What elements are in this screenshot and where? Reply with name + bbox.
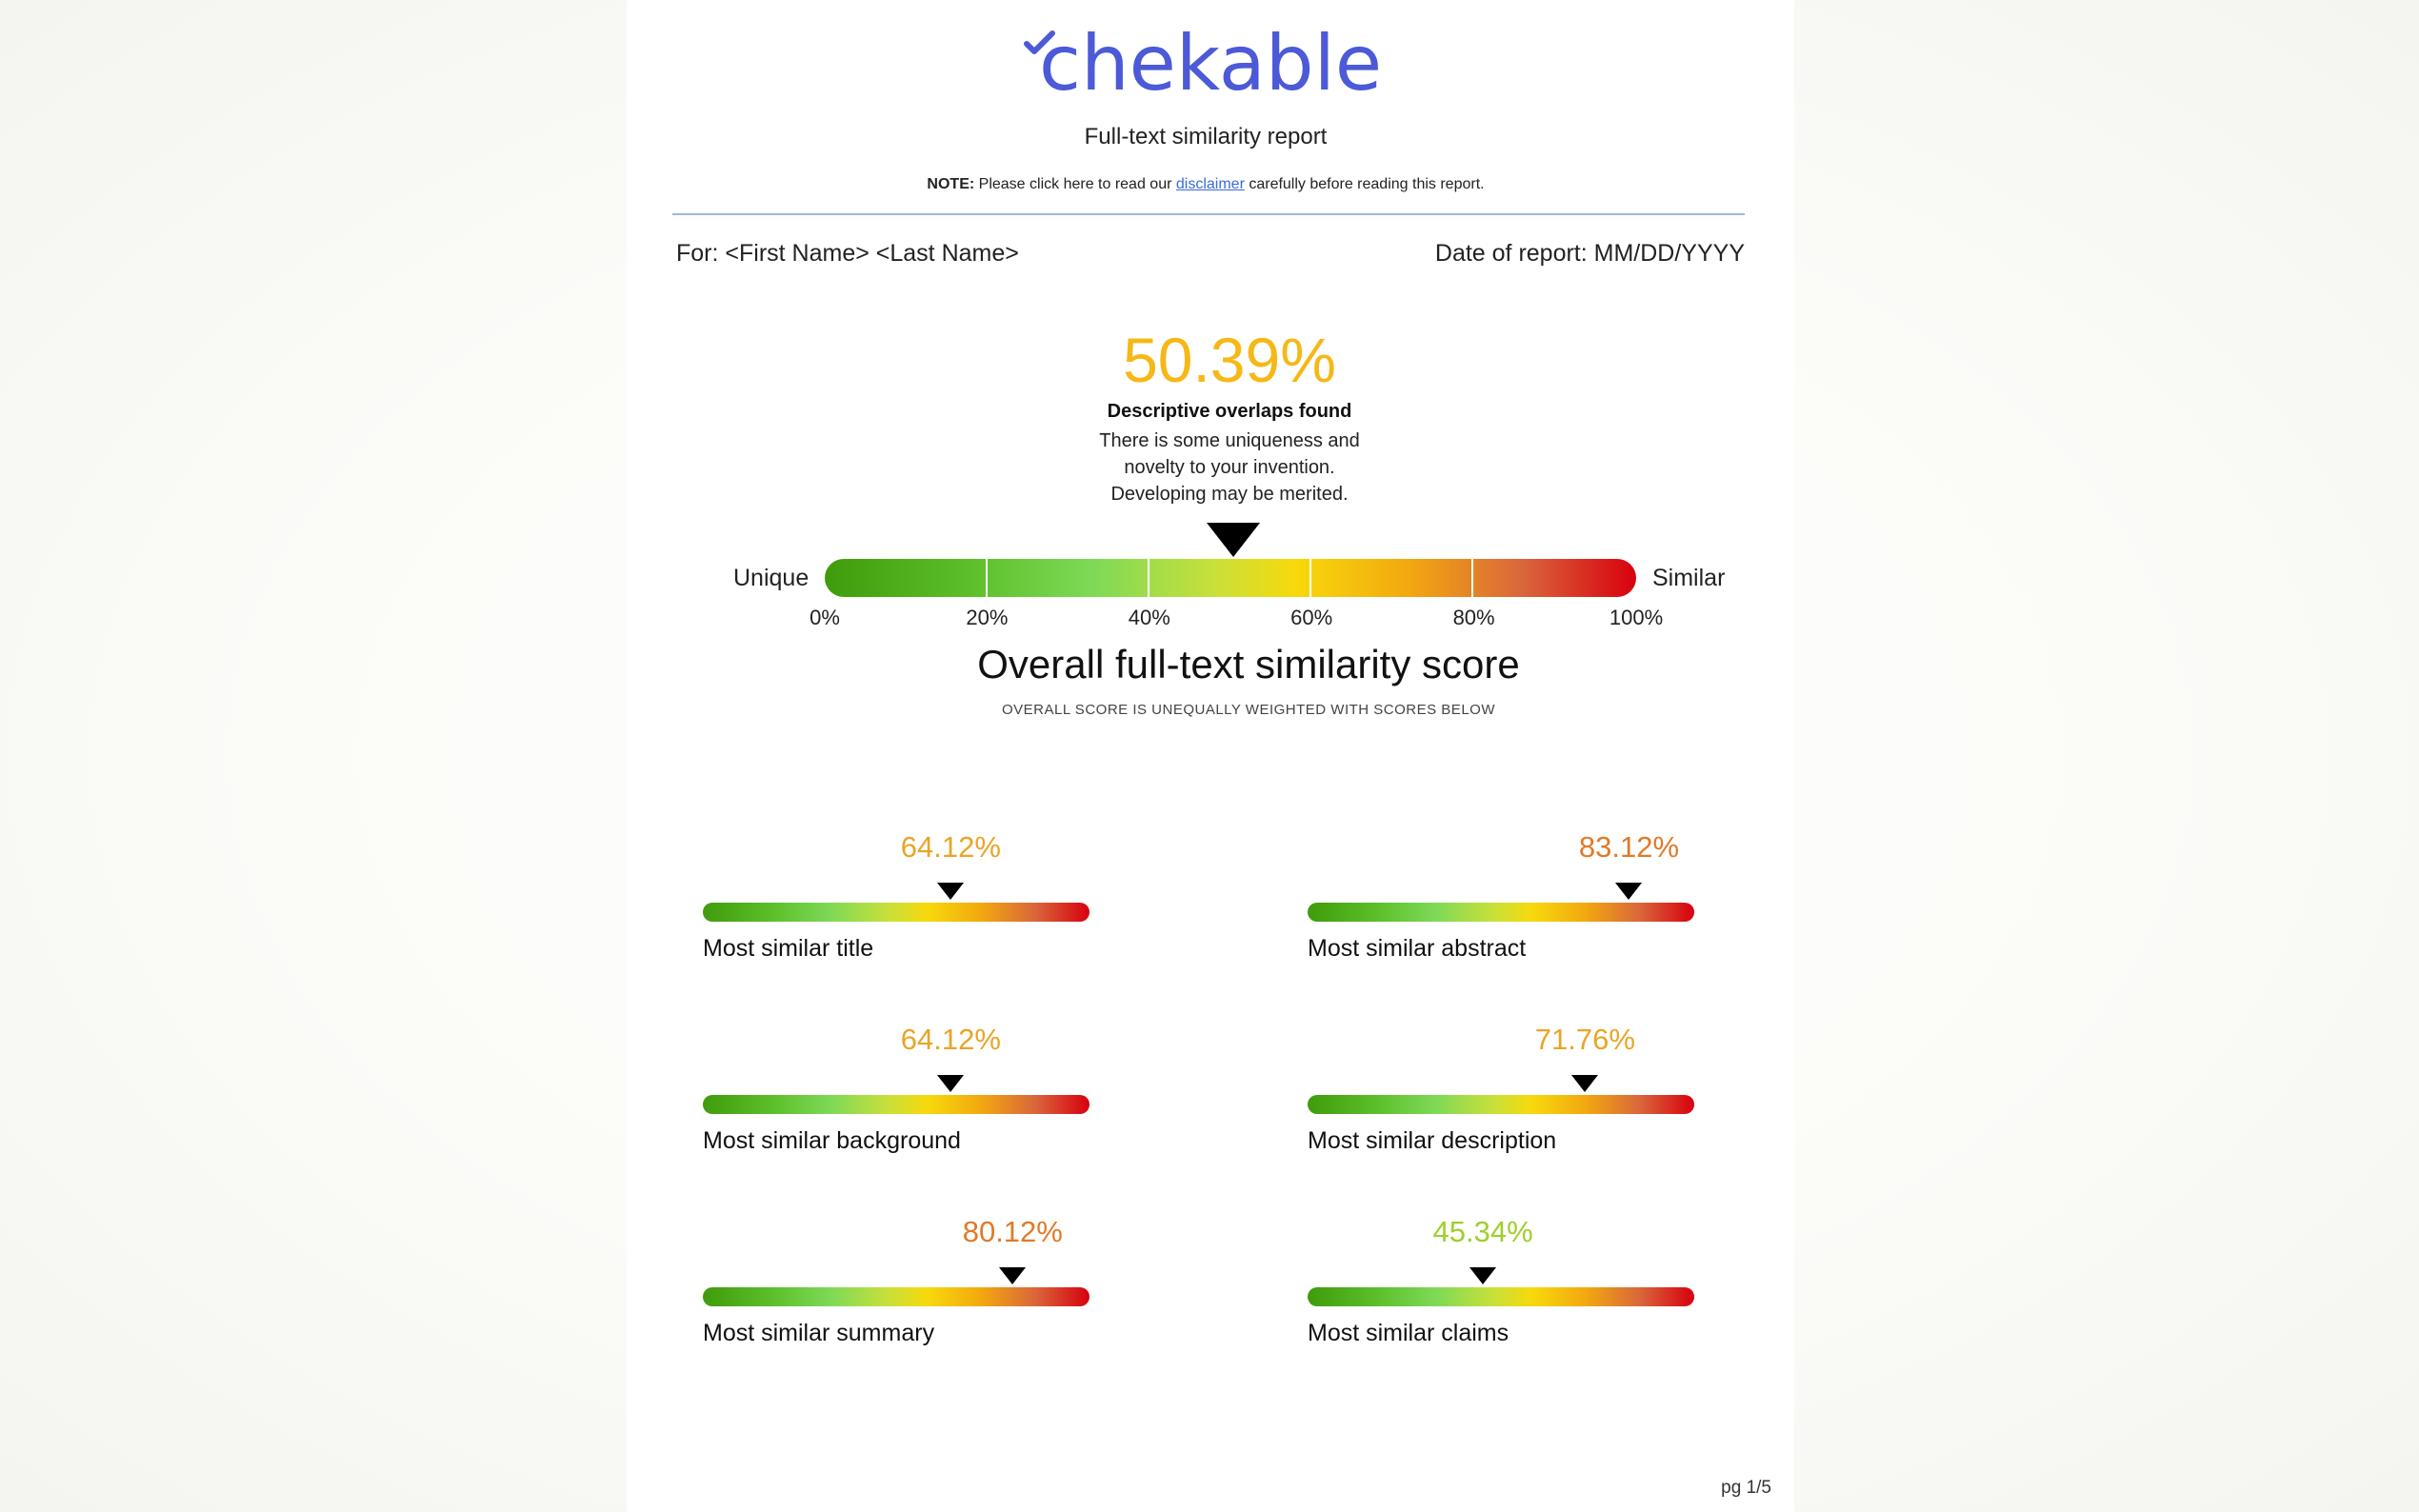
- metric-marker: [937, 883, 964, 900]
- metric-label: Most similar background: [703, 1127, 961, 1155]
- metric-summary: 80.12% Most similar summary: [703, 1215, 1090, 1367]
- overall-score-marker: [1207, 523, 1260, 557]
- tick-label: 60%: [1290, 606, 1332, 630]
- header-divider: [672, 213, 1745, 215]
- note-label: NOTE:: [927, 176, 974, 192]
- unique-label: Unique: [733, 565, 809, 592]
- checkmark-icon: [1024, 30, 1058, 59]
- metric-marker: [1571, 1075, 1598, 1092]
- metric-value: 83.12%: [1579, 830, 1679, 865]
- overall-score-subtitle: OVERALL SCORE IS UNEQUALLY WEIGHTED WITH…: [627, 702, 1870, 718]
- metric-value: 64.12%: [901, 830, 1001, 865]
- disclaimer-link[interactable]: disclaimer: [1176, 176, 1245, 192]
- metric-value: 80.12%: [963, 1215, 1063, 1249]
- description-line: novelty to your invention.: [627, 454, 1832, 481]
- overall-score-description: There is some uniqueness and novelty to …: [627, 428, 1832, 507]
- bar-divider: [1148, 559, 1150, 597]
- description-line: Developing may be merited.: [627, 481, 1832, 507]
- report-page: chekable Full-text similarity report NOT…: [627, 0, 1794, 1512]
- tick-label: 80%: [1453, 606, 1495, 630]
- tick-label: 0%: [810, 606, 840, 630]
- overall-score-value: 50.39%: [627, 324, 1832, 396]
- report-date: Date of report: MM/DD/YYYY: [1435, 240, 1745, 268]
- description-line: There is some uniqueness and: [627, 428, 1832, 454]
- page-number: pg 1/5: [1721, 1478, 1771, 1499]
- overall-score-heading: Descriptive overlaps found: [627, 401, 1832, 423]
- metric-claims: 45.34% Most similar claims: [1308, 1215, 1694, 1367]
- metric-bar: [1308, 1287, 1694, 1306]
- metric-bar: [703, 1287, 1090, 1306]
- logo: chekable: [627, 21, 1794, 107]
- metric-bar: [703, 903, 1090, 922]
- tick-label: 100%: [1609, 606, 1663, 630]
- metric-marker: [937, 1075, 964, 1092]
- bar-divider: [1309, 559, 1311, 597]
- tick-label: 40%: [1129, 606, 1170, 630]
- tick-label: 20%: [966, 606, 1008, 630]
- metric-marker: [1469, 1267, 1496, 1284]
- metric-marker: [1615, 883, 1642, 900]
- metric-marker: [999, 1267, 1026, 1284]
- metric-abstract: 83.12% Most similar abstract: [1308, 830, 1694, 983]
- metric-title: 64.12% Most similar title: [703, 830, 1090, 983]
- metric-label: Most similar summary: [703, 1320, 934, 1347]
- metric-description: 71.76% Most similar description: [1308, 1023, 1694, 1175]
- metric-value: 71.76%: [1535, 1023, 1635, 1057]
- logo-text: chekable: [1039, 19, 1382, 108]
- metric-background: 64.12% Most similar background: [703, 1023, 1090, 1175]
- metric-bar: [703, 1095, 1090, 1114]
- metric-value: 45.34%: [1433, 1215, 1533, 1249]
- metric-bar: [1308, 903, 1694, 922]
- metric-label: Most similar abstract: [1308, 935, 1526, 963]
- bar-divider: [986, 559, 988, 597]
- metric-value: 64.12%: [901, 1023, 1001, 1057]
- similar-label: Similar: [1652, 565, 1725, 592]
- note-text-before: Please click here to read our: [974, 176, 1176, 192]
- metric-bar: [1308, 1095, 1694, 1114]
- note-text-after: carefully before reading this report.: [1245, 176, 1485, 192]
- recipient-name: For: <First Name> <Last Name>: [676, 240, 1019, 268]
- overall-score-title: Overall full-text similarity score: [627, 642, 1870, 687]
- overall-similarity-bar: [825, 559, 1636, 597]
- metric-label: Most similar claims: [1308, 1320, 1509, 1347]
- report-title: Full-text similarity report: [627, 124, 1785, 150]
- bar-divider: [1471, 559, 1473, 597]
- disclaimer-note: NOTE: Please click here to read our disc…: [627, 176, 1785, 193]
- metric-label: Most similar description: [1308, 1127, 1556, 1155]
- metric-label: Most similar title: [703, 935, 873, 963]
